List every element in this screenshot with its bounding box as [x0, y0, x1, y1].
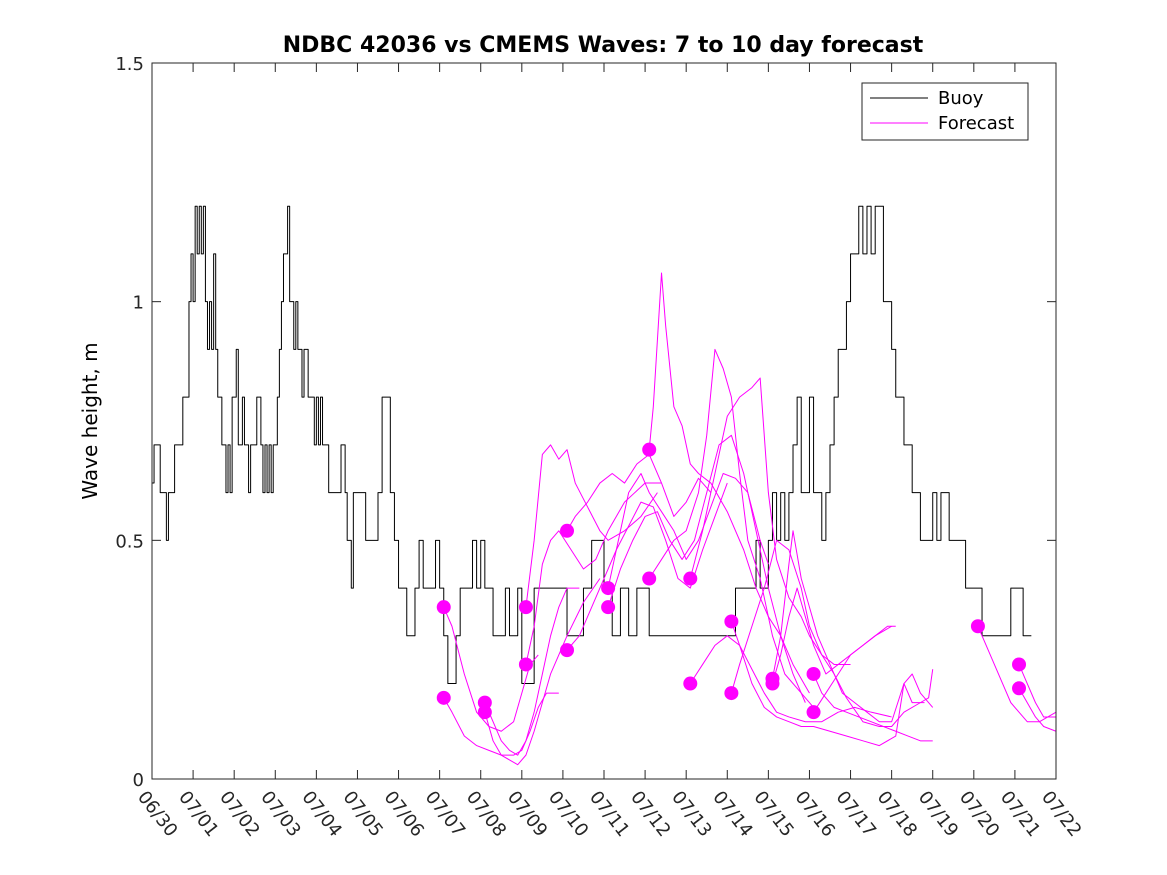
- forecast-series-line-7: [566, 453, 712, 532]
- x-tick-label: 07/13: [667, 787, 715, 841]
- x-tick-label: 07/02: [215, 787, 263, 841]
- y-axis-label: Wave height, m: [78, 342, 102, 499]
- forecast-start-marker-10: [601, 600, 616, 615]
- legend: Buoy Forecast: [861, 82, 1029, 141]
- forecast-series-line-22: [1018, 664, 1056, 718]
- x-tick-label: 07/08: [462, 787, 510, 841]
- forecast-start-marker-15: [724, 614, 739, 629]
- forecast-start-marker-4: [477, 705, 492, 720]
- forecast-series-line-23: [1018, 688, 1057, 732]
- forecast-start-marker-13: [683, 571, 698, 586]
- y-tick-label: 0.5: [115, 531, 144, 552]
- forecast-start-marker-16: [724, 686, 739, 701]
- x-tick-label: 07/15: [749, 787, 797, 841]
- forecast-start-marker-12: [642, 571, 657, 586]
- forecast-series-line-10: [607, 434, 806, 703]
- x-tick-label: 07/22: [1037, 787, 1085, 841]
- forecast-series-line-8: [566, 482, 728, 651]
- x-tick-label: 07/17: [832, 787, 880, 841]
- x-tick-label: 07/09: [503, 787, 551, 841]
- forecast-start-marker-8: [560, 643, 575, 658]
- forecast-start-marker-18: [765, 676, 780, 691]
- forecast-start-marker-7: [560, 523, 575, 538]
- forecast-series-line-12: [648, 348, 819, 713]
- series-layer: [152, 205, 1057, 766]
- plot-area: [152, 63, 1056, 779]
- x-tick-label: 07/10: [544, 787, 592, 841]
- x-tick-label: 07/04: [297, 787, 345, 841]
- x-tick-label: 07/03: [256, 787, 304, 841]
- forecast-start-marker-20: [806, 705, 821, 720]
- forecast-series-line-4: [484, 578, 601, 766]
- y-tick-label: 1.5: [115, 54, 144, 75]
- y-tick-label: 0: [133, 770, 144, 791]
- forecast-start-marker-6: [518, 657, 533, 672]
- forecast-series-line-2: [443, 692, 559, 756]
- x-tick-label: 07/07: [421, 787, 469, 841]
- forecast-start-marker-9: [601, 581, 616, 596]
- forecast-series-line-1: [443, 606, 539, 732]
- forecast-series-line-5: [525, 444, 658, 608]
- x-tick-label: 07/14: [708, 787, 756, 841]
- forecast-start-marker-23: [1012, 681, 1027, 696]
- chart-title: NDBC 42036 vs CMEMS Waves: 7 to 10 day f…: [283, 33, 924, 58]
- x-tick-label: 07/01: [174, 787, 222, 841]
- forecast-start-marker-22: [1012, 657, 1027, 672]
- forecast-series-line-3: [484, 587, 580, 756]
- buoy-series-line: [152, 205, 1032, 685]
- forecast-series-line-11: [648, 272, 810, 694]
- forecast-series-line-13: [689, 377, 851, 665]
- y-tick-label: 1: [133, 293, 144, 314]
- legend-label-buoy: Buoy: [938, 88, 984, 109]
- forecast-series-line-15: [730, 621, 925, 747]
- x-tick-label: 07/05: [339, 787, 387, 841]
- x-tick-label: 07/06: [380, 787, 428, 841]
- legend-box: [861, 82, 1029, 141]
- forecast-start-marker-1: [436, 600, 451, 615]
- forecast-series-line-6: [525, 482, 662, 665]
- x-tick-label: 07/21: [996, 787, 1044, 841]
- x-tick-label: 06/30: [133, 787, 181, 841]
- forecast-series-line-17: [771, 530, 934, 723]
- forecast-start-marker-11: [642, 442, 657, 457]
- x-tick-label: 07/19: [914, 787, 962, 841]
- forecast-start-marker-14: [683, 676, 698, 691]
- x-tick-label: 07/16: [791, 787, 839, 841]
- forecast-start-marker-2: [436, 690, 451, 705]
- forecast-start-marker-5: [518, 600, 533, 615]
- marker-layer: [436, 442, 1027, 720]
- x-tick-label: 07/20: [955, 787, 1003, 841]
- forecast-start-marker-21: [970, 619, 985, 634]
- forecast-series-line-20: [813, 625, 896, 713]
- x-tick-label: 07/11: [585, 787, 633, 841]
- y-axis: 0 0.5 1 1.5: [115, 54, 1056, 791]
- legend-label-forecast: Forecast: [938, 113, 1014, 134]
- x-tick-label: 07/12: [626, 787, 674, 841]
- forecast-series-line-9: [607, 473, 769, 589]
- forecast-series-line-19: [813, 673, 933, 742]
- forecast-start-marker-19: [806, 666, 821, 681]
- forecast-series-line-14: [689, 635, 892, 723]
- x-tick-label: 07/18: [873, 787, 921, 841]
- forecast-series-line-21: [977, 626, 1057, 723]
- forecast-series-line-16: [730, 539, 934, 727]
